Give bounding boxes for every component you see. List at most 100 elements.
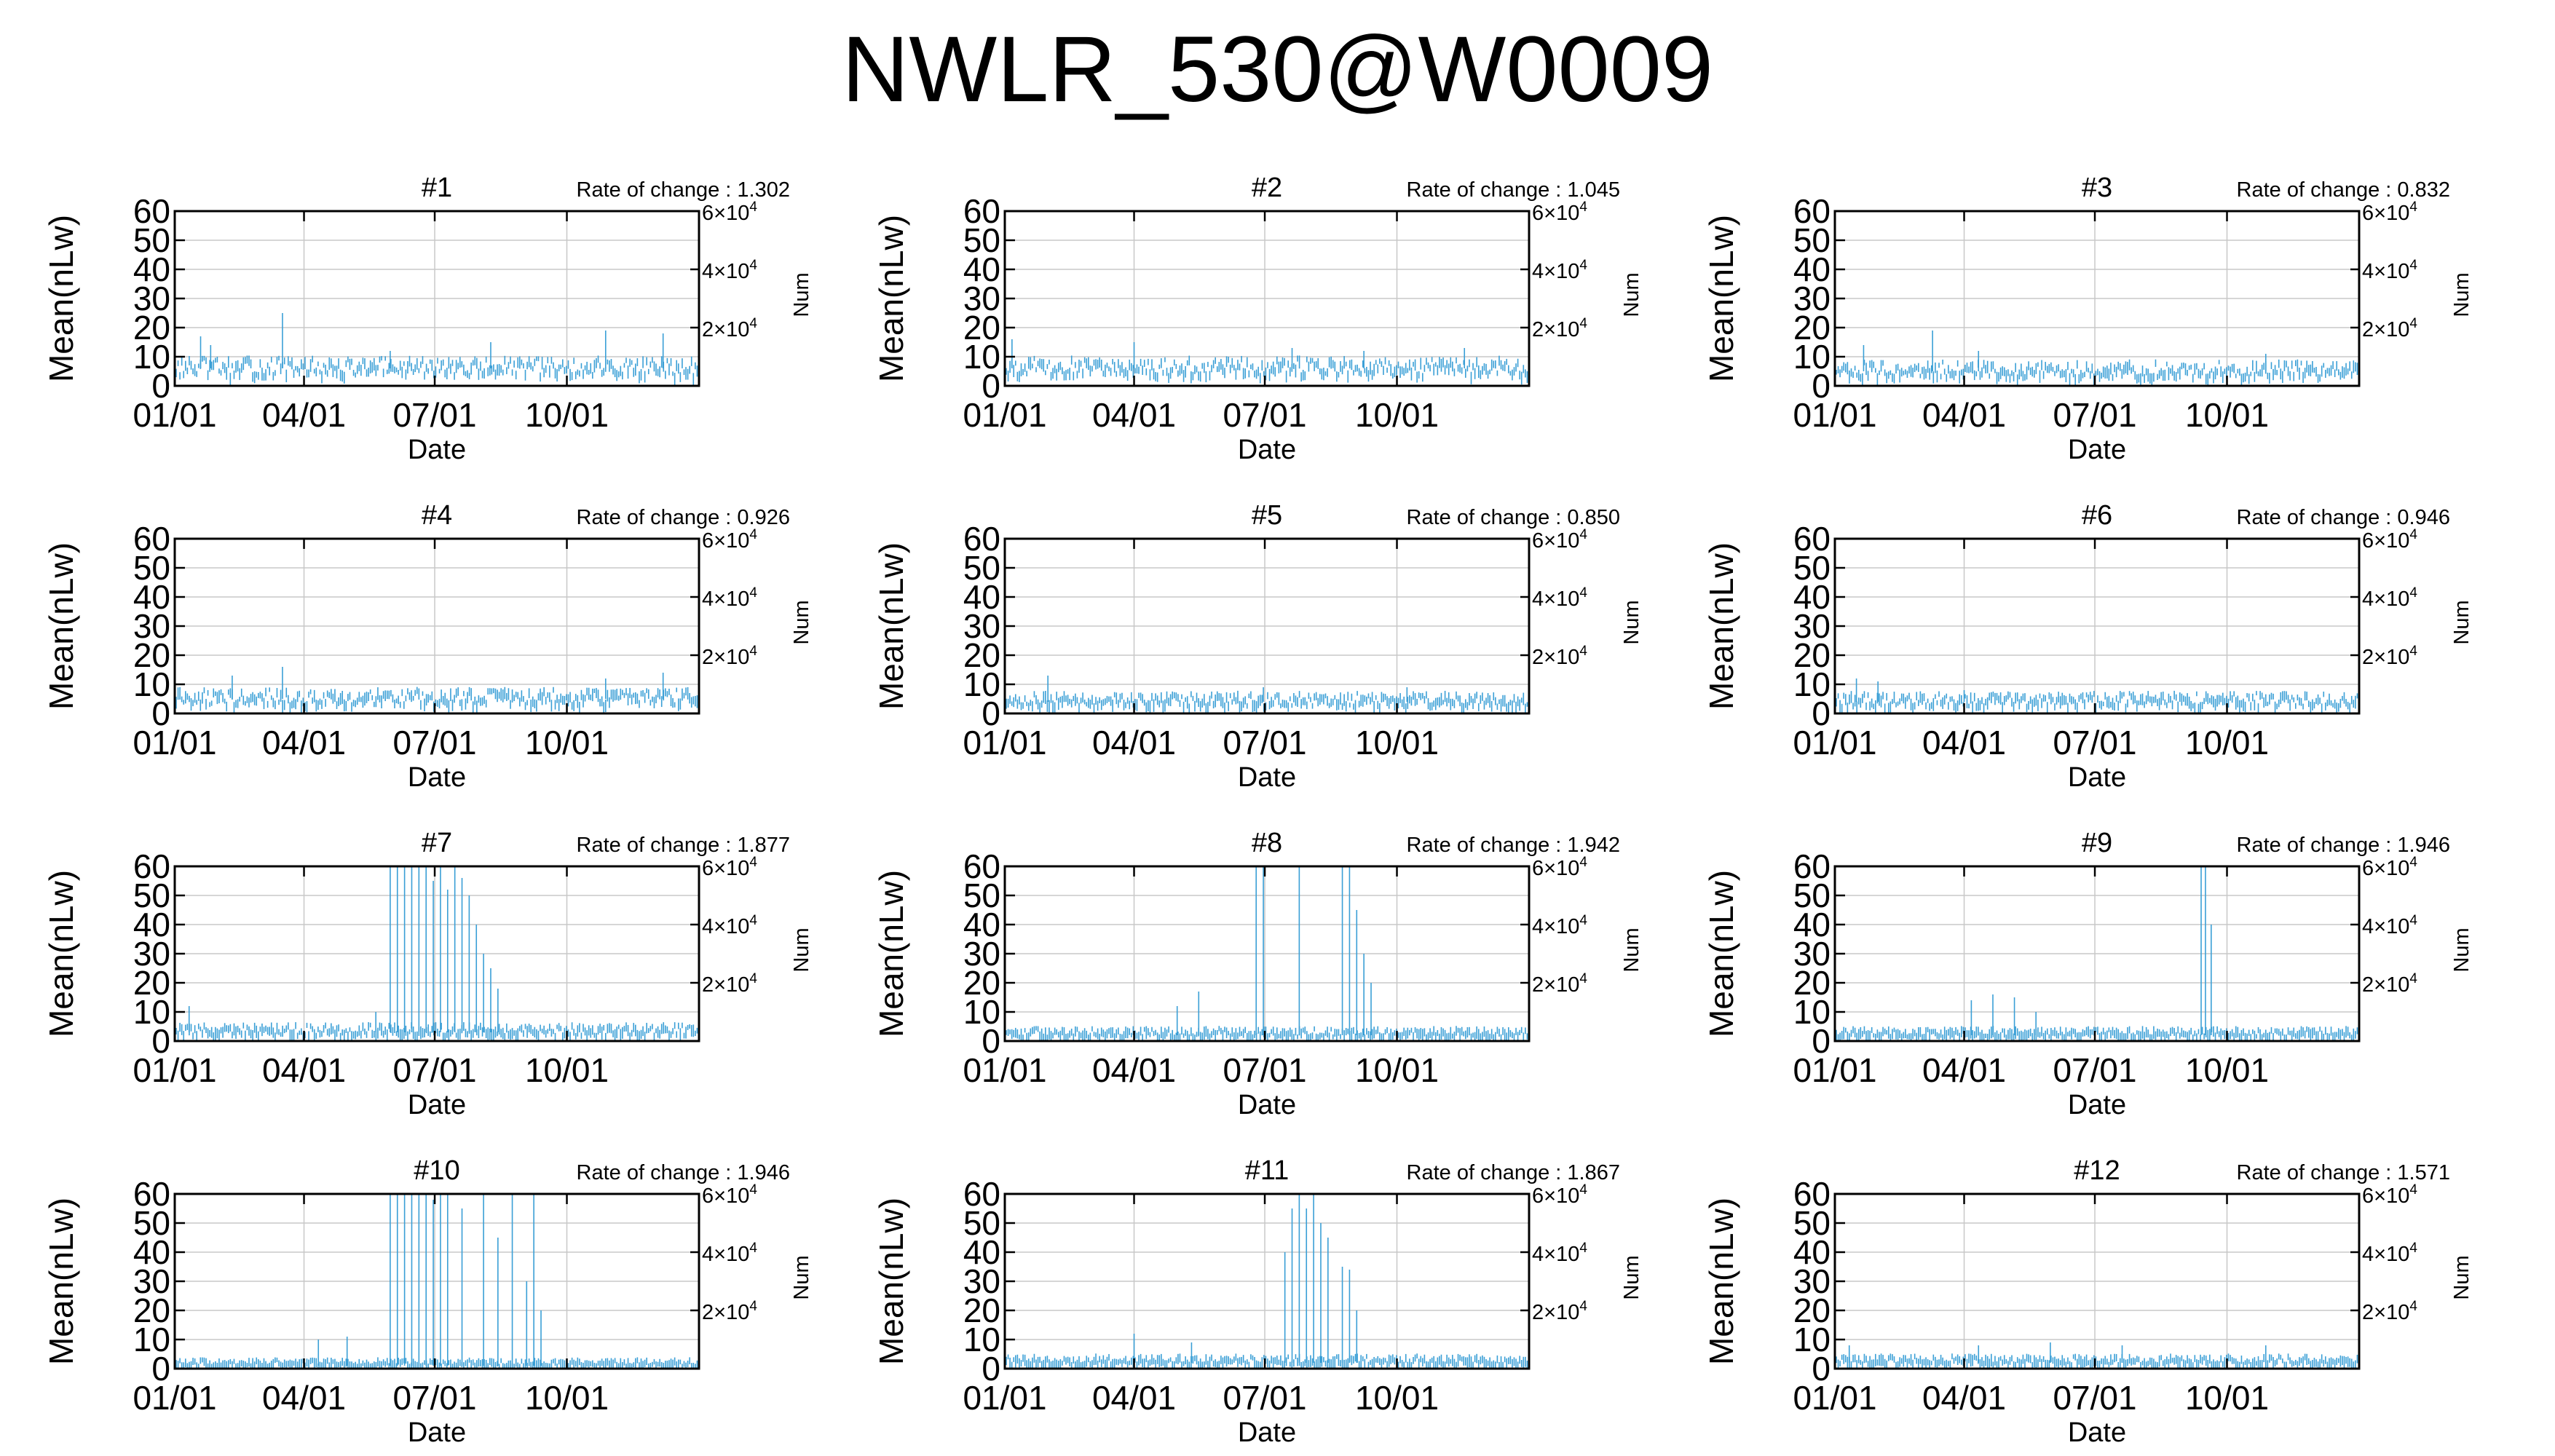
y-tick-label: 30 [133, 935, 170, 973]
y2-tick-label: 2×104 [2362, 971, 2417, 997]
y-axis-label: Mean(nLw) [872, 542, 910, 710]
x-axis-label: Date [1238, 1417, 1296, 1448]
x-axis-label: Date [408, 762, 466, 793]
y2-tick-label: 4×104 [1532, 258, 1587, 283]
panel-title: #4 [422, 500, 452, 531]
y-tick-label: 30 [1793, 280, 1831, 317]
y-axis-label: Mean(nLw) [872, 1198, 910, 1365]
y-axis-label: Mean(nLw) [1702, 870, 1740, 1037]
y-tick-label: 40 [963, 906, 1000, 943]
y-tick-label: 30 [963, 1262, 1000, 1300]
rate-of-change: Rate of change : 1.867 [1407, 1161, 1620, 1184]
rate-of-change: Rate of change : 1.877 [577, 834, 790, 857]
y2-axis-label: Num [1620, 1255, 1643, 1299]
y2-tick-label: 4×104 [2362, 913, 2417, 938]
rate-of-change: Rate of change : 1.045 [1407, 178, 1620, 202]
y2-tick-label: 2×104 [1532, 1299, 1587, 1324]
y-tick-label: 20 [963, 1291, 1000, 1329]
y2-tick-label: 6×104 [2362, 855, 2417, 880]
y-axis-label: Mean(nLw) [872, 870, 910, 1037]
y-tick-label: 0 [982, 367, 1000, 405]
x-axis-label: Date [2068, 762, 2126, 793]
y2-tick-exponent: 4 [2409, 913, 2417, 928]
y-tick-label: 20 [1793, 964, 1831, 1002]
x-tick-label: 07/01 [2053, 724, 2136, 761]
y-tick-label: 10 [133, 993, 170, 1031]
x-tick-label: 07/01 [392, 1379, 476, 1417]
x-tick-label: 04/01 [1922, 1379, 2006, 1417]
data-series [1836, 678, 2358, 713]
y2-tick-label: 6×104 [2362, 1182, 2417, 1208]
y-tick-label: 40 [1793, 250, 1831, 288]
x-tick-label: 10/01 [525, 1379, 609, 1417]
y-tick-label: 10 [963, 665, 1000, 703]
y2-tick-exponent: 4 [749, 971, 757, 986]
y-tick-label: 40 [963, 1233, 1000, 1271]
y2-tick-exponent: 4 [1579, 316, 1587, 331]
y2-tick-exponent: 4 [749, 913, 757, 928]
rate-of-change: Rate of change : 0.946 [2237, 506, 2450, 529]
y-tick-label: 50 [1793, 1204, 1831, 1242]
y2-tick-label: 4×104 [2362, 258, 2417, 283]
y-tick-label: 30 [1793, 607, 1831, 645]
y-tick-label: 60 [1793, 520, 1831, 558]
y-tick-label: 30 [963, 935, 1000, 973]
y-tick-label: 30 [1793, 1262, 1831, 1300]
y-tick-label: 40 [963, 250, 1000, 288]
y-tick-label: 60 [963, 847, 1000, 885]
x-axis-label: Date [1238, 762, 1296, 793]
y-tick-label: 50 [133, 877, 170, 914]
y-tick-label: 60 [1793, 192, 1831, 230]
panel-title: #1 [422, 173, 452, 203]
y-tick-label: 0 [1812, 367, 1831, 405]
panel-title: #12 [2074, 1155, 2120, 1186]
y2-tick-exponent: 4 [1579, 258, 1587, 273]
y2-tick-label: 2×104 [2362, 316, 2417, 341]
y-tick-label: 0 [151, 1022, 170, 1060]
y2-axis-label: Num [1620, 600, 1643, 644]
y2-tick-exponent: 4 [1579, 1182, 1587, 1198]
y2-tick-label: 6×104 [702, 199, 757, 225]
x-tick-label: 07/01 [2053, 396, 2136, 434]
y2-tick-exponent: 4 [2409, 258, 2417, 273]
data-series [175, 866, 698, 1041]
x-tick-label: 10/01 [1355, 1379, 1439, 1417]
y2-tick-label: 4×104 [1532, 913, 1587, 938]
y-tick-label: 10 [963, 1321, 1000, 1358]
x-axis-label: Date [408, 435, 466, 465]
y2-tick-exponent: 4 [1579, 855, 1587, 870]
y2-tick-exponent: 4 [749, 1299, 757, 1314]
x-tick-label: 07/01 [1223, 1379, 1306, 1417]
y2-tick-label: 4×104 [702, 1241, 757, 1266]
x-tick-label: 10/01 [2185, 396, 2269, 434]
panel-title: #2 [1252, 173, 1282, 203]
y2-tick-exponent: 4 [749, 316, 757, 331]
data-series [1836, 1342, 2358, 1369]
y-tick-label: 30 [963, 280, 1000, 317]
rate-of-change: Rate of change : 0.832 [2237, 178, 2450, 202]
y2-tick-exponent: 4 [2409, 316, 2417, 331]
y2-tick-label: 6×104 [1532, 855, 1587, 880]
y-axis-label: Mean(nLw) [1702, 542, 1740, 710]
y-tick-label: 20 [963, 309, 1000, 347]
y2-tick-exponent: 4 [2409, 644, 2417, 659]
x-tick-label: 04/01 [1092, 396, 1176, 434]
y-tick-label: 10 [1793, 665, 1831, 703]
y2-tick-label: 4×104 [2362, 585, 2417, 611]
y2-tick-label: 2×104 [702, 971, 757, 997]
x-tick-label: 07/01 [392, 1051, 476, 1089]
y-tick-label: 40 [133, 1233, 170, 1271]
y2-tick-exponent: 4 [2409, 971, 2417, 986]
y-tick-label: 50 [963, 221, 1000, 259]
x-tick-label: 10/01 [1355, 396, 1439, 434]
y-tick-label: 0 [151, 367, 170, 405]
y-tick-label: 20 [133, 309, 170, 347]
x-tick-label: 01/01 [963, 396, 1046, 434]
y2-tick-label: 6×104 [1532, 1182, 1587, 1208]
y-tick-label: 50 [133, 221, 170, 259]
